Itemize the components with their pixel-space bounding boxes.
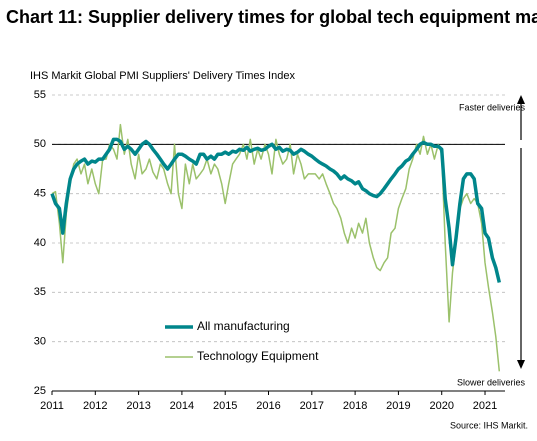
annotation: Slower deliveries xyxy=(457,377,526,387)
x-tick-label: 2021 xyxy=(473,400,497,412)
annotation: Faster deliveries xyxy=(459,102,526,112)
series-line xyxy=(50,137,502,283)
chart-title: Chart 11: Supplier delivery times for gl… xyxy=(6,7,537,27)
y-tick-label: 50 xyxy=(34,138,46,150)
y-tick-label: 30 xyxy=(34,336,46,348)
x-tick-label: 2011 xyxy=(40,400,64,412)
y-tick-label: 35 xyxy=(34,286,46,298)
x-tick-label: 2019 xyxy=(386,400,410,412)
legend-label: All manufacturing xyxy=(197,319,290,333)
x-tick-label: 2014 xyxy=(170,400,194,412)
x-tick-label: 2017 xyxy=(300,400,324,412)
arrow-down xyxy=(517,148,525,369)
y-tick-label: 55 xyxy=(34,89,46,101)
x-tick-label: 2020 xyxy=(429,400,453,412)
arrow-up xyxy=(517,95,525,140)
series-line xyxy=(51,123,501,372)
y-tick-label: 25 xyxy=(34,385,46,397)
chart-subtitle: IHS Markit Global PMI Suppliers' Deliver… xyxy=(30,70,295,82)
y-tick-label: 40 xyxy=(34,237,46,249)
source: Source: IHS Markit. xyxy=(450,420,528,430)
x-tick-label: 2015 xyxy=(213,400,237,412)
x-tick-label: 2012 xyxy=(83,400,107,412)
x-tick-label: 2018 xyxy=(343,400,367,412)
legend-label: Technology Equipment xyxy=(197,349,319,363)
x-tick-label: 2013 xyxy=(126,400,150,412)
x-tick-label: 2016 xyxy=(256,400,280,412)
y-tick-label: 45 xyxy=(34,188,46,200)
